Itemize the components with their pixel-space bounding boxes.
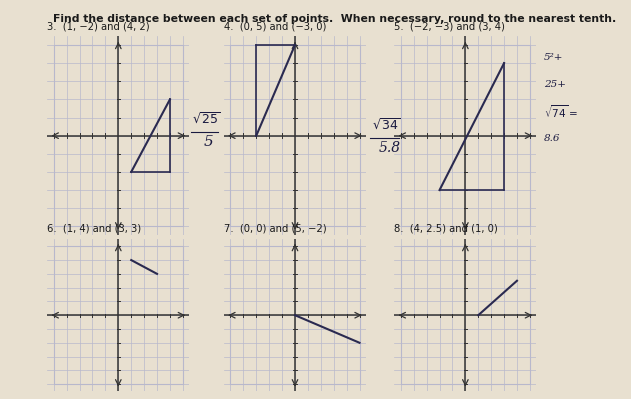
- Text: 4.  (0, 5) and (−3, 0): 4. (0, 5) and (−3, 0): [224, 22, 326, 32]
- Text: $\sqrt{34}$: $\sqrt{34}$: [372, 118, 401, 133]
- Text: 5²+: 5²+: [544, 53, 563, 62]
- Text: 5.8: 5.8: [379, 141, 401, 156]
- Text: Find the distance between each set of points.  When necessary, round to the near: Find the distance between each set of po…: [53, 14, 616, 24]
- Text: 8.  (4, 2.5) and (1, 0): 8. (4, 2.5) and (1, 0): [394, 223, 498, 233]
- Text: $\sqrt{25}$: $\sqrt{25}$: [192, 112, 221, 127]
- Text: $\sqrt{74}=$: $\sqrt{74}=$: [544, 103, 578, 120]
- Text: 8.6: 8.6: [544, 134, 560, 143]
- Text: 6.  (1, 4) and (3, 3): 6. (1, 4) and (3, 3): [47, 223, 141, 233]
- Text: 5.  (−2, −3) and (3, 4): 5. (−2, −3) and (3, 4): [394, 22, 505, 32]
- Text: 3.  (1, −2) and (4, 2): 3. (1, −2) and (4, 2): [47, 22, 150, 32]
- Text: 25+: 25+: [544, 80, 566, 89]
- Text: 5: 5: [203, 134, 213, 149]
- Text: 7.  (0, 0) and (5, −2): 7. (0, 0) and (5, −2): [224, 223, 327, 233]
